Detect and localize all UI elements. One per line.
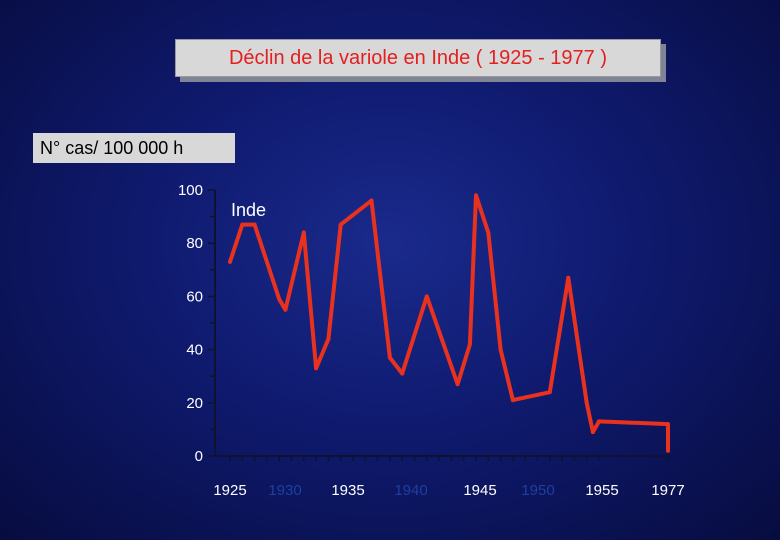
data-point [400, 371, 405, 376]
y-tick-label: 40 [186, 342, 203, 359]
tick-labels: 0 20 40 60 80 100 1925 1930 1935 1940 1945 1950 1955… [178, 182, 685, 499]
y-tick-label: 20 [186, 395, 203, 412]
data-point [424, 294, 429, 299]
data-point [314, 366, 319, 371]
data-point [566, 275, 571, 280]
data-point [467, 342, 472, 347]
data-point [584, 400, 589, 405]
x-tick-label: 1935 [331, 482, 364, 499]
data-point [228, 259, 232, 264]
y-tick-label: 80 [186, 235, 203, 252]
data-point [666, 422, 670, 427]
data-point [338, 222, 343, 227]
data-point [474, 193, 478, 198]
chart-axes [214, 190, 670, 457]
data-point [252, 222, 257, 227]
data-point [240, 222, 245, 227]
data-point [666, 448, 670, 453]
y-tick-label: 0 [195, 448, 203, 465]
x-tick-label: 1945 [463, 482, 496, 499]
data-point [486, 230, 491, 235]
data-point [283, 307, 288, 312]
y-axis-unit-label: N° cas/ 100 000 h [33, 133, 235, 163]
data-point [597, 419, 601, 424]
data-point [510, 398, 515, 403]
data-point [387, 355, 392, 360]
data-point [590, 430, 595, 435]
series-annotation-label: Inde [231, 200, 266, 220]
x-tick-label: 1940 [394, 482, 427, 499]
x-tick-label: 1930 [268, 482, 301, 499]
x-tick-label: 1925 [213, 482, 246, 499]
data-point [301, 230, 306, 235]
x-tick-label: 1950 [521, 482, 554, 499]
chart-title: Déclin de la variole en Inde ( 1925 - 19… [175, 39, 661, 77]
y-tick-label: 60 [186, 288, 203, 305]
plot-area: Inde [228, 193, 670, 453]
axis-ticks [208, 189, 669, 461]
data-point [547, 390, 552, 395]
y-tick-label: 100 [178, 182, 203, 199]
data-point [455, 382, 460, 387]
series-line-inde [228, 193, 670, 453]
x-tick-label: 1955 [585, 482, 618, 499]
data-point [277, 297, 282, 302]
x-tick-label: 1977 [651, 482, 684, 499]
data-point [326, 336, 331, 341]
data-point [369, 198, 374, 203]
data-point [498, 347, 503, 352]
